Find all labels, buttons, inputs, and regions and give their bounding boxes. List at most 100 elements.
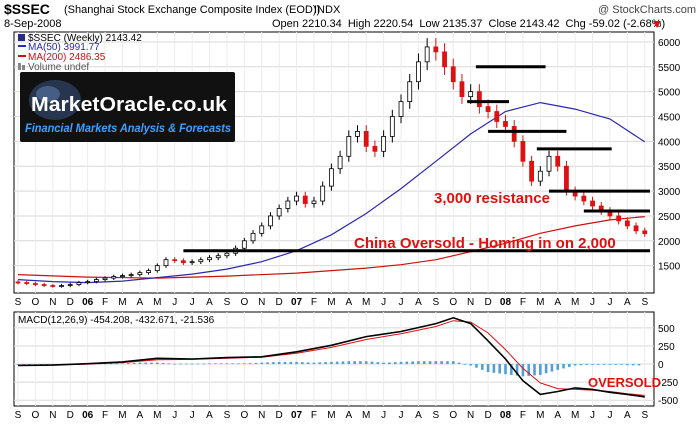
macd-x-tick-label: M	[153, 410, 161, 421]
symbol-label: $SSEC	[4, 1, 50, 17]
candle-body	[50, 285, 56, 287]
price-x-tick-label: D	[67, 297, 74, 308]
macd-histogram-bar	[393, 362, 397, 365]
macd-histogram-bar	[312, 362, 316, 365]
price-x-tick-label: M	[362, 297, 370, 308]
candle-body	[33, 283, 38, 285]
macd-x-tick-label: A	[206, 410, 213, 421]
macd-histogram-bar	[457, 362, 461, 365]
macd-histogram-bar	[335, 361, 339, 365]
index-name: (Shanghai Stock Exchange Composite Index…	[64, 4, 320, 16]
price-y-tick-label: 4000	[658, 137, 681, 148]
macd-histogram-bar	[126, 363, 130, 365]
candle-body	[120, 275, 125, 278]
macd-histogram-bar	[585, 364, 589, 366]
macd-x-tick-label: J	[590, 410, 595, 421]
macd-histogram-bar	[626, 364, 629, 366]
candle-body	[198, 259, 204, 263]
candle-body	[407, 81, 413, 103]
macd-histogram-bar	[620, 364, 623, 365]
macd-histogram-bar	[330, 361, 333, 365]
price-x-tick-label: S	[641, 297, 648, 308]
price-x-tick-label: A	[415, 297, 422, 308]
macd-x-tick-label: A	[624, 410, 631, 421]
macd-histogram-bar	[225, 363, 229, 365]
price-x-tick-label: A	[206, 297, 213, 308]
price-x-tick-label: J	[607, 297, 612, 308]
candle-body	[433, 46, 439, 53]
marketoracle-logo: MarketOracle.co.uk Financial Markets Ana…	[20, 72, 235, 142]
macd-x-tick-label: O	[32, 410, 40, 421]
macd-x-tick-label: N	[49, 410, 56, 421]
macd-histogram-bar	[318, 362, 322, 365]
oversold-main-annotation: China Oversold - Homing in on 2,000	[354, 235, 616, 252]
macd-histogram-bar	[359, 361, 362, 365]
macd-histogram-bar	[34, 364, 37, 365]
bar-swatch-icon-2	[22, 65, 25, 70]
macd-title-main: MACD(12,26,9) -454.208, -432.671, -21.53…	[18, 315, 215, 326]
macd-x-tick-label: M	[327, 410, 335, 421]
macd-histogram-bar	[185, 363, 188, 365]
macd-histogram-bar	[492, 364, 496, 373]
macd-y-axis: -500 -250 0 250 500	[658, 324, 678, 407]
macd-histogram-bar	[509, 364, 513, 375]
candle-body	[511, 126, 517, 142]
candle-body	[503, 121, 508, 127]
candle-body	[346, 135, 352, 157]
candle-body	[476, 91, 482, 107]
price-x-tick-label: D	[484, 297, 491, 308]
macd-histogram-bar	[115, 363, 118, 365]
macd-histogram-bar	[324, 362, 327, 365]
macd-histogram-bar	[550, 364, 554, 372]
macd-y-tick-label: 0	[658, 360, 664, 371]
macd-x-tick-label: D	[276, 410, 283, 421]
macd-histogram-bar	[376, 362, 380, 365]
macd-histogram-bar	[480, 364, 484, 370]
candle-body	[381, 135, 387, 152]
exchange-label: INDX	[314, 4, 341, 16]
macd-histogram-bar	[614, 364, 618, 365]
candle-body	[537, 170, 543, 182]
macd-histogram-bar	[608, 364, 612, 365]
watermark: @ StockCharts.com	[598, 4, 696, 16]
legend: $SSEC (Weekly) 2143.42 MA(50) 3991.77 MA…	[18, 33, 142, 73]
macd-x-tick-label: 07	[291, 410, 303, 421]
macd-x-tick-label: S	[433, 410, 440, 421]
macd-histogram-bar	[214, 363, 217, 365]
macd-line	[17, 316, 645, 398]
candle-body	[564, 165, 569, 192]
candle-body	[581, 195, 587, 202]
macd-histogram-bar	[243, 363, 246, 365]
macd-histogram-bar	[202, 363, 206, 365]
macd-histogram-bar	[388, 362, 391, 365]
macd-histogram-bar	[283, 361, 287, 365]
macd-histogram-bar	[422, 361, 426, 365]
macd-histogram-bar	[347, 361, 351, 365]
candle-body	[102, 277, 108, 280]
macd-x-tick-label: A	[345, 410, 352, 421]
square-swatch-icon	[18, 34, 25, 41]
macd-histogram-bar	[533, 364, 536, 376]
price-x-tick-label: A	[137, 297, 144, 308]
macd-histogram-bar	[602, 364, 606, 365]
down-triangle-icon	[653, 21, 661, 28]
macd-histogram-bar	[28, 364, 31, 365]
candle-body	[355, 131, 360, 137]
candle-body	[520, 140, 526, 162]
price-y-tick-label: 4500	[658, 113, 681, 124]
price-y-axis: 1500 2000 2500 3000 3500 4000 4500 5000 5500 6000	[658, 38, 681, 273]
candle-body	[590, 200, 595, 207]
macd-x-tick-label: S	[641, 410, 648, 421]
candle-body	[93, 279, 99, 282]
macd-histogram-bar	[289, 361, 293, 365]
candle-body	[180, 260, 186, 264]
price-x-tick-label: 08	[500, 297, 512, 308]
macd-x-axis: S O N D 06 F M A M J J A S O N D 07 F M A M J J A S O N D 08 F M A M J J A S	[15, 410, 649, 421]
price-x-tick-label: J	[399, 297, 404, 308]
price-x-tick-label: M	[327, 297, 335, 308]
macd-histogram-bar	[22, 364, 26, 365]
candle-body	[450, 66, 456, 83]
macd-x-tick-label: F	[311, 410, 317, 421]
candle-body	[398, 101, 404, 117]
macd-histogram-bar	[132, 362, 136, 365]
